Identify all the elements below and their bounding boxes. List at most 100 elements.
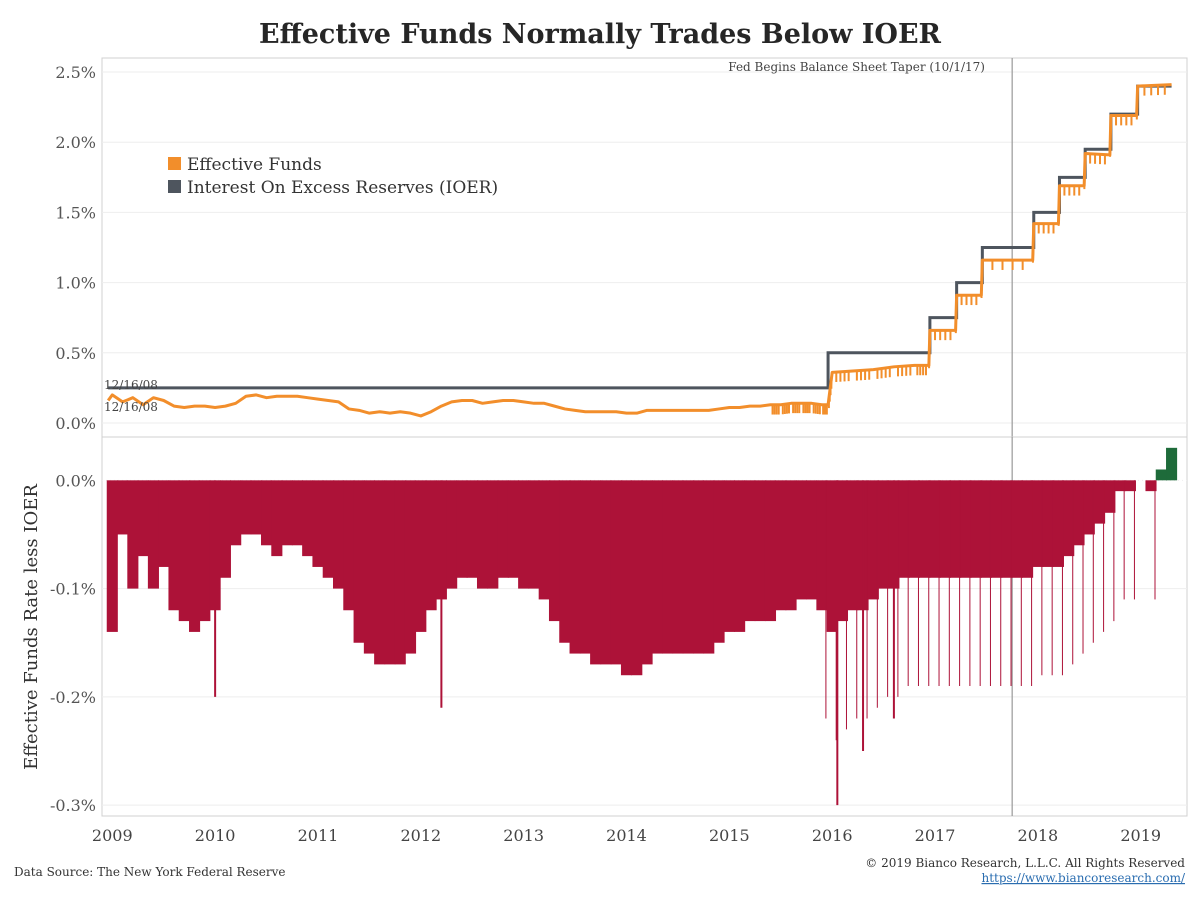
spread-bar (528, 480, 540, 589)
bottom-plot-frame (101, 436, 1188, 817)
spread-bar (137, 480, 149, 557)
spread-bar (261, 480, 273, 546)
spread-bar (250, 480, 262, 535)
spread-bar (374, 480, 386, 665)
spread-bar (507, 480, 519, 578)
spread-bar (703, 480, 715, 654)
spread-bar (518, 480, 530, 589)
x-tick-label: 2017 (915, 826, 956, 845)
spread-bar (456, 480, 468, 578)
website-link[interactable]: https://www.biancoresearch.com/ (981, 871, 1185, 885)
spread-bar (425, 480, 437, 611)
annotation-taper: Fed Begins Balance Sheet Taper (10/1/17) (728, 60, 985, 74)
spread-bar (230, 480, 242, 546)
spread-bar (147, 480, 159, 589)
annotation-effective-funds-start-date: 12/16/08 (104, 400, 158, 414)
top-y-tick-label: 0.5% (55, 344, 96, 363)
spread-bar (919, 480, 931, 578)
spread-bar (384, 480, 396, 665)
spread-bar (219, 480, 231, 578)
spread-bar (446, 480, 458, 589)
spread-bar (1145, 480, 1157, 492)
spread-bar (610, 480, 622, 665)
spread-bar (1011, 480, 1023, 578)
x-tick-label: 2016 (812, 826, 853, 845)
spread-bar (1022, 480, 1034, 578)
spread-bar (836, 480, 849, 622)
x-tick-label: 2010 (195, 826, 236, 845)
spread-bar (641, 480, 653, 665)
spread-bar (1124, 480, 1136, 492)
spread-bar (178, 480, 190, 622)
x-tick-label: 2014 (606, 826, 647, 845)
spread-bar (991, 480, 1003, 578)
spread-bar (343, 480, 355, 611)
spread-bar (559, 480, 571, 643)
data-source: Data Source: The New York Federal Reserv… (14, 865, 286, 879)
spread-bar (970, 480, 982, 578)
spread-bar (332, 480, 345, 589)
top-y-tick-label: 0.0% (55, 414, 96, 433)
legend-label-effective-funds: Effective Funds (187, 155, 322, 175)
x-tick-label: 2018 (1018, 826, 1059, 845)
spread-bar (651, 480, 663, 654)
spread-bar (497, 480, 509, 578)
spread-bar (363, 480, 375, 654)
spread-bar (168, 480, 180, 611)
spread-bar (867, 480, 879, 600)
spread-bar (806, 480, 818, 600)
spread-bar (672, 480, 684, 654)
spread-bar (117, 480, 129, 535)
x-tick-label: 2013 (503, 826, 544, 845)
spread-bar (1114, 480, 1126, 492)
bottom-y-tick-label: -0.1% (50, 580, 96, 599)
spread-bar (960, 480, 972, 578)
spread-bar (898, 480, 910, 578)
x-tick-label: 2011 (298, 826, 339, 845)
spread-bar (322, 480, 334, 578)
spread-bar (950, 480, 962, 578)
spread-bar (1001, 480, 1013, 578)
spread-bar (682, 480, 694, 654)
spread-bar (1083, 480, 1095, 535)
legend: Effective Funds Interest On Excess Reser… (168, 155, 498, 198)
spread-bar (826, 480, 838, 632)
spread-bar (548, 480, 561, 622)
legend-swatch-effective-funds (168, 157, 181, 170)
spread-bar (240, 480, 252, 535)
spread-bar (929, 480, 941, 578)
spread-bar (980, 480, 992, 578)
top-y-tick-label: 1.5% (55, 203, 96, 222)
spread-bar (600, 480, 612, 665)
bottom-panel: 0.0% -0.1% -0.2% -0.3% 2009 2010 2011 2012 2013 2… (50, 436, 1188, 845)
spread-bar (1155, 469, 1167, 481)
top-y-tick-label: 1.0% (55, 274, 96, 293)
spread-bar (189, 480, 201, 632)
spread-bar (620, 480, 633, 676)
spread-bar (847, 480, 859, 611)
bottom-y-tick-label: 0.0% (55, 471, 96, 490)
legend-label-ioer: Interest On Excess Reserves (IOER) (187, 178, 498, 198)
x-tick-label: 2015 (709, 826, 750, 845)
x-tick-label: 2019 (1120, 826, 1161, 845)
spread-bar (590, 480, 602, 665)
chart-title: Effective Funds Normally Trades Below IO… (259, 19, 942, 50)
spread-bar (415, 480, 427, 632)
spread-bar (312, 480, 324, 567)
spread-bar (631, 480, 643, 676)
spread-bar (1052, 480, 1064, 567)
spread-bar (538, 480, 550, 600)
spread-bar (476, 480, 489, 589)
spread-bar (785, 480, 797, 611)
x-tick-label: 2009 (92, 826, 133, 845)
effective-funds-dips (771, 84, 1166, 415)
spread-bar (878, 480, 890, 589)
bottom-y-tick-label: -0.2% (50, 688, 96, 707)
spread-spikes (214, 480, 1156, 806)
bottom-y-tick-label: -0.3% (50, 796, 96, 815)
spread-bar (1042, 480, 1054, 567)
spread-bar (1166, 447, 1178, 481)
spread-bar (466, 480, 478, 578)
spread-bar (291, 480, 303, 546)
